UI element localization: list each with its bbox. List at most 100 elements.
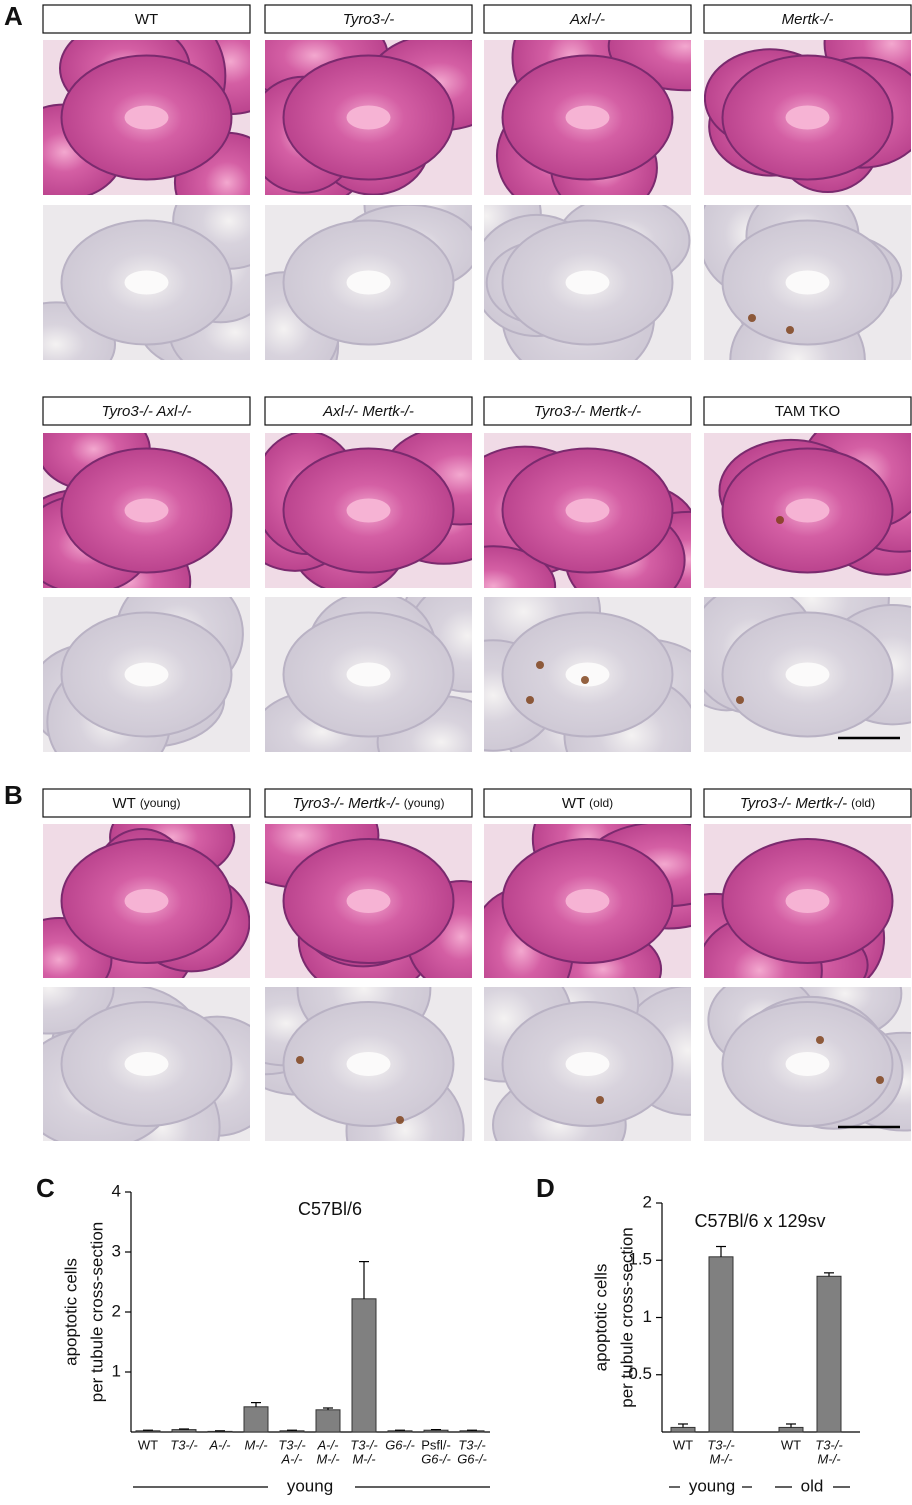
y-tick-label: 3 — [112, 1241, 121, 1260]
label-box — [483, 788, 692, 818]
stain-spot — [736, 696, 744, 704]
lumen — [785, 889, 830, 913]
tubule — [607, 40, 691, 92]
x-tick-label: G6-/- — [421, 1451, 451, 1466]
chart-title: C57Bl/6 x 129sv — [694, 1211, 825, 1231]
group-label: young — [689, 1476, 735, 1495]
group-label: old — [801, 1476, 824, 1495]
label-box — [483, 396, 692, 426]
label-box — [42, 788, 251, 818]
lumen — [785, 270, 830, 295]
stain-spot — [786, 326, 794, 334]
micrograph — [484, 433, 691, 588]
y-axis-label: apoptotic cells — [61, 1258, 80, 1366]
panel-letter: A — [4, 1, 23, 31]
y-axis-label: per tubule cross-section — [617, 1227, 636, 1407]
lumen — [565, 105, 610, 130]
micrograph — [704, 987, 911, 1141]
panel-letter: D — [536, 1173, 555, 1203]
x-tick-label: A-/- — [209, 1437, 232, 1452]
error-bar — [395, 1429, 405, 1431]
stain-spot — [776, 516, 784, 524]
error-bar — [786, 1423, 796, 1428]
lumen — [124, 270, 169, 295]
lumen — [124, 662, 169, 687]
label-box — [703, 4, 912, 34]
x-tick-label: G6-/- — [457, 1451, 487, 1466]
lumen — [124, 1052, 169, 1076]
lumen — [565, 498, 610, 523]
tubule — [484, 545, 557, 588]
micrograph — [265, 987, 472, 1141]
label-box — [264, 788, 473, 818]
age: (old) — [851, 796, 875, 810]
lumen — [346, 662, 391, 687]
micrograph — [484, 205, 691, 360]
panel-title: WT (young) — [112, 795, 180, 812]
micrograph — [704, 597, 911, 752]
y-axis-label: apoptotic cells — [591, 1264, 610, 1372]
micrograph — [265, 824, 472, 978]
x-tick-label: WT — [673, 1437, 693, 1452]
label-box — [264, 396, 473, 426]
micrograph — [43, 433, 250, 588]
bar — [670, 1426, 696, 1433]
bar — [315, 1409, 341, 1433]
lumen — [565, 1052, 610, 1076]
age: (young) — [140, 796, 181, 810]
bar — [708, 1256, 734, 1433]
x-tick-label: T3-/- — [707, 1437, 735, 1452]
micrograph — [43, 597, 250, 752]
lumen — [565, 270, 610, 295]
x-tick-label: M-/- — [709, 1451, 733, 1466]
stain-spot — [816, 1036, 824, 1044]
x-tick-label: A-/- — [317, 1437, 340, 1452]
panel-title: WT (old) — [562, 795, 613, 812]
micrograph — [43, 824, 250, 978]
error-bar — [143, 1429, 153, 1431]
lumen — [565, 662, 610, 687]
micrograph — [43, 205, 250, 360]
micrograph — [265, 597, 472, 752]
x-tick-label: T3-/- — [278, 1437, 306, 1452]
chart-title: C57Bl/6 — [298, 1199, 362, 1219]
lumen — [124, 889, 169, 913]
x-tick-label: T3-/- — [170, 1437, 198, 1452]
micrograph — [704, 40, 911, 195]
genotype: Tyro3-/- Mertk-/- — [293, 795, 400, 812]
label-box — [264, 4, 473, 34]
bar — [207, 1430, 233, 1433]
micrograph — [43, 40, 250, 195]
lumen — [785, 1052, 830, 1076]
panel-title: Tyro3-/- Mertk-/- (young) — [293, 795, 445, 812]
stain-spot — [296, 1056, 304, 1064]
micrograph — [704, 824, 911, 978]
group-label: young — [287, 1476, 333, 1495]
x-tick-label: M-/- — [316, 1451, 340, 1466]
micrograph — [265, 205, 472, 360]
genotype: WT — [112, 795, 135, 812]
bar — [423, 1429, 449, 1433]
tubule — [43, 987, 115, 1035]
micrograph — [265, 40, 472, 195]
x-tick-label: T3-/- — [458, 1437, 486, 1452]
bar — [171, 1429, 197, 1433]
y-tick-label: 4 — [112, 1181, 121, 1200]
x-tick-label: M-/- — [244, 1437, 268, 1452]
lumen — [785, 105, 830, 130]
y-tick-label: 1 — [112, 1361, 121, 1380]
stain-spot — [526, 696, 534, 704]
lumen — [346, 270, 391, 295]
y-tick-label: 2 — [643, 1192, 652, 1211]
x-tick-label: T3-/- — [350, 1437, 378, 1452]
panel-title: Tyro3-/- Axl-/- — [102, 403, 192, 420]
y-tick-label: 1 — [643, 1307, 652, 1326]
lumen — [124, 105, 169, 130]
stain-spot — [536, 661, 544, 669]
label-box — [42, 396, 251, 426]
micrograph — [704, 205, 911, 360]
y-tick-label: 0.5 — [628, 1364, 652, 1383]
age: (old) — [589, 796, 613, 810]
error-bar — [251, 1401, 261, 1407]
